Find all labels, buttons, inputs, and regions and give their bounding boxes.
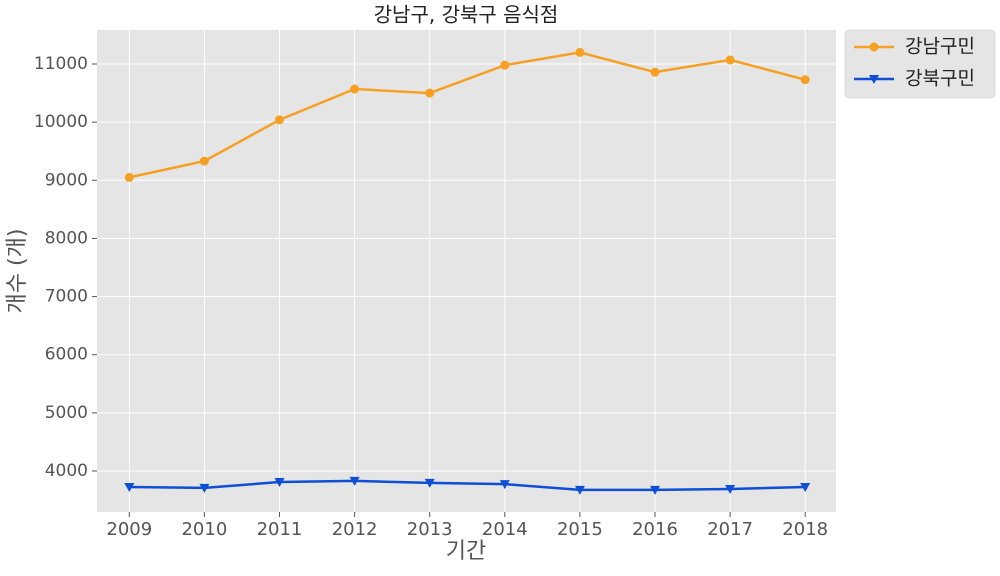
x-tick-label: 2011: [257, 519, 303, 540]
marker: [274, 115, 284, 125]
y-tick-label: 5000: [45, 403, 88, 423]
marker: [800, 482, 811, 492]
y-axis-label: 개수 (개): [5, 229, 30, 314]
marker: [199, 156, 209, 166]
x-tick-label: 2014: [482, 519, 528, 540]
marker: [199, 483, 210, 493]
y-tick-label: 8000: [45, 228, 88, 248]
marker: [650, 67, 660, 77]
marker: [350, 84, 360, 94]
marker: [725, 55, 735, 65]
chart-title: 강남구, 강북구 음식점: [374, 3, 559, 27]
marker: [725, 485, 736, 495]
x-tick-label: 2009: [106, 519, 152, 540]
marker: [869, 42, 879, 52]
y-tick-label: 4000: [45, 461, 88, 481]
marker: [800, 75, 810, 85]
marker: [499, 480, 510, 490]
marker: [574, 485, 585, 495]
x-tick-label: 2013: [407, 519, 453, 540]
y-tick-label: 6000: [45, 345, 88, 365]
marker: [349, 476, 360, 486]
line: [129, 479, 806, 492]
plot-background: [97, 30, 836, 512]
marker: [124, 482, 135, 492]
marker: [650, 485, 661, 495]
y-tick-label: 9000: [45, 170, 88, 190]
x-tick-label: 2015: [557, 519, 603, 540]
x-tick-label: 2016: [632, 519, 678, 540]
x-tick-label: 2010: [181, 519, 227, 540]
marker: [274, 478, 285, 488]
marker: [869, 75, 879, 84]
marker: [424, 478, 435, 488]
x-tick-label: 2012: [332, 519, 378, 540]
y-tick-label: 7000: [45, 287, 88, 307]
legend-label: 강북구민: [905, 68, 975, 90]
x-tick-label: 2018: [782, 519, 828, 540]
y-tick-label: 10000: [34, 112, 88, 132]
legend-label: 강남구민: [905, 36, 975, 58]
y-tick-label: 11000: [34, 54, 88, 74]
marker: [124, 172, 134, 182]
x-tick-label: 2017: [707, 519, 753, 540]
marker: [500, 60, 510, 70]
line: [129, 51, 806, 179]
x-axis-label: 기간: [446, 539, 486, 564]
marker: [425, 88, 435, 98]
marker: [575, 47, 585, 57]
